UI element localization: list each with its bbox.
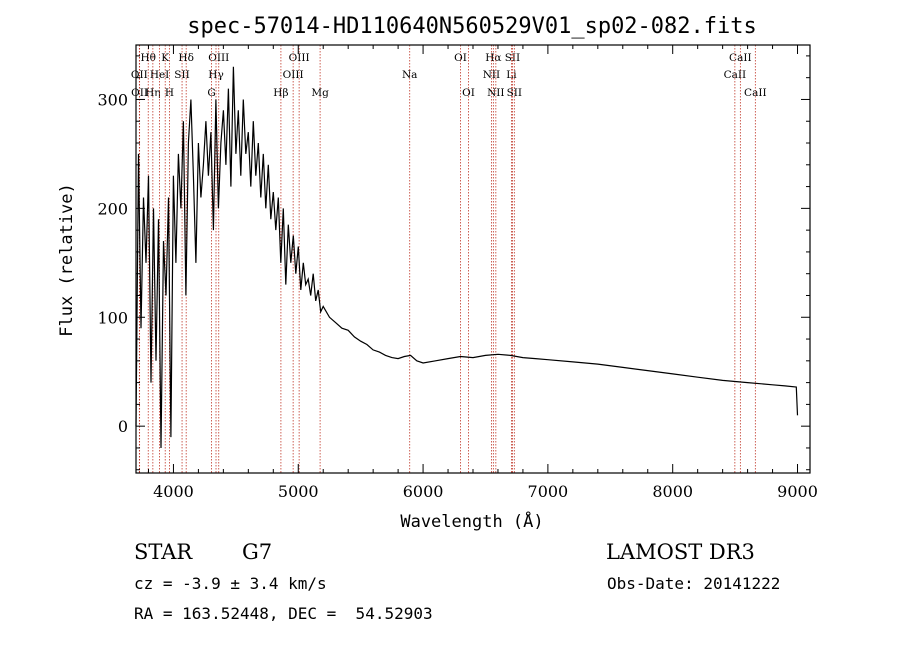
line-marker-label: Hγ: [208, 69, 223, 81]
line-marker-label: K: [161, 52, 169, 64]
line-marker-label: OIII: [208, 52, 229, 64]
line-marker-label: CaII: [724, 69, 747, 81]
line-marker-label: Hα: [485, 52, 501, 64]
spectrum-line: [135, 66, 799, 449]
line-marker-label: SII: [174, 69, 190, 81]
x-tick-label: 9000: [777, 482, 818, 501]
redshift-value: cz = -3.9 ± 3.4 km/s: [134, 574, 327, 593]
line-marker-label: OIII: [289, 52, 310, 64]
coordinates: RA = 163.52448, DEC = 54.52903: [134, 604, 433, 623]
line-marker-label: CaII: [729, 52, 752, 64]
line-marker-label: NII: [483, 69, 500, 81]
line-marker-label: H: [165, 87, 174, 99]
chart-title: spec-57014-HD110640N560529V01_sp02-082.f…: [187, 14, 757, 39]
plot-frame: [135, 44, 811, 474]
line-marker-label: G: [207, 87, 215, 99]
line-marker-label: Li: [506, 69, 517, 81]
line-marker-label: Na: [402, 69, 417, 81]
survey-name: LAMOST DR3: [606, 540, 755, 564]
line-marker-label: OI: [462, 87, 475, 99]
line-marker-label: HeI: [150, 69, 170, 81]
y-tick-label: 100: [97, 308, 128, 327]
x-tick-label: 4000: [153, 482, 194, 501]
spectral-subclass: G7: [242, 540, 273, 564]
y-tick-label: 300: [97, 90, 128, 109]
line-marker-label: Mg: [311, 87, 329, 99]
x-tick-label: 5000: [278, 482, 319, 501]
x-tick-label: 8000: [652, 482, 693, 501]
observation-date: Obs-Date: 20141222: [607, 574, 781, 593]
y-tick-label: 0: [118, 417, 128, 436]
line-marker-label: Hθ: [140, 52, 155, 64]
line-marker-label: OII: [131, 87, 148, 99]
line-marker-label: OIII: [283, 69, 304, 81]
x-tick-label: 6000: [403, 482, 444, 501]
object-type: STAR: [134, 540, 193, 564]
line-marker-label: Hη: [145, 87, 160, 99]
line-marker-label: NII: [487, 87, 504, 99]
y-tick-label: 200: [97, 199, 128, 218]
line-marker-label: CaII: [744, 87, 767, 99]
x-axis-label: Wavelength (Å): [400, 510, 543, 532]
line-marker-label: OI: [454, 52, 467, 64]
axis-layer: 4000 5000 6000 7000 8000 9000 0 100 200 300: [97, 45, 818, 501]
line-marker-label: SII: [505, 52, 521, 64]
x-tick-label: 7000: [528, 482, 569, 501]
y-axis-label: Flux (relative): [57, 183, 77, 337]
line-marker-label: Hδ: [178, 52, 193, 64]
line-marker-label: SII: [507, 87, 523, 99]
line-marker-label: Hβ: [273, 87, 288, 99]
